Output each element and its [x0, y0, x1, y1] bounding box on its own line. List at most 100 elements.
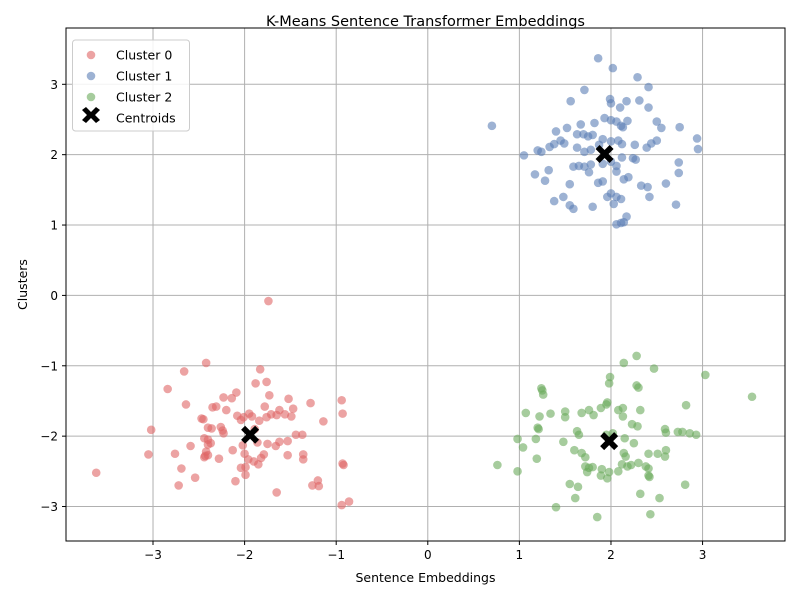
cluster-0-point: [255, 364, 265, 374]
cluster-2-point: [661, 428, 671, 437]
centroid-x-icon: [241, 425, 260, 444]
cluster-0-point: [339, 460, 348, 470]
legend-marker-cluster-0: [86, 50, 96, 60]
cluster-0-point: [207, 424, 216, 433]
cluster-1-point: [675, 122, 684, 132]
x-tick-label: −2: [236, 548, 254, 562]
cluster-2-point: [596, 403, 606, 413]
legend-marker-cluster-1: [86, 71, 96, 81]
cluster-2-point: [653, 449, 662, 459]
x-axis-ticks: −3 −2 −1 0 1 2 3: [144, 541, 706, 562]
y-axis-label: Clusters: [15, 259, 30, 310]
cluster-1-point: [572, 129, 582, 139]
cluster-1-point: [590, 118, 599, 128]
cluster-2-point: [535, 412, 544, 421]
cluster-2-point: [570, 493, 580, 503]
cluster-0-point: [219, 393, 228, 402]
cluster-0-point: [214, 454, 224, 463]
cluster-2-point: [660, 452, 670, 461]
chart-title: K-Means Sentence Transformer Embeddings: [266, 14, 585, 30]
cluster-1-point: [569, 204, 578, 214]
cluster-2-point: [588, 462, 597, 472]
cluster-1-point: [606, 98, 616, 108]
cluster-0-point: [288, 404, 298, 414]
y-tick-label: 0: [50, 289, 58, 303]
cluster-0-point: [254, 416, 264, 425]
cluster-2-point: [581, 452, 590, 462]
cluster-2-point: [532, 454, 542, 463]
cluster-0-point: [337, 395, 346, 405]
cluster-2-point: [661, 445, 671, 455]
y-tick-label: −3: [40, 500, 58, 514]
cluster-0-point: [221, 405, 231, 415]
cluster-0-point: [260, 402, 270, 411]
cluster-0-point: [313, 476, 323, 485]
cluster-1-point: [549, 196, 559, 206]
cluster-0-point: [284, 394, 293, 404]
cluster-2-point: [633, 421, 642, 431]
cluster-1-point: [487, 121, 497, 131]
cluster-0-point: [200, 451, 210, 461]
cluster-2-point: [513, 434, 522, 444]
data-points: [91, 53, 757, 522]
cluster-1-point: [559, 139, 569, 148]
cluster-1-point: [652, 117, 662, 126]
cluster-1-point: [645, 192, 654, 202]
cluster-2-point: [604, 379, 614, 388]
cluster-2-point: [493, 460, 502, 470]
cluster-0-point: [306, 398, 315, 408]
cluster-1-point: [530, 170, 540, 179]
cluster-0-point: [199, 414, 208, 424]
cluster-0-point: [201, 358, 211, 368]
cluster-1-point: [537, 147, 546, 157]
cluster-0-point: [287, 412, 296, 421]
x-tick-label: 3: [699, 548, 707, 562]
cluster-2-point: [635, 489, 645, 499]
cluster-1-point: [519, 151, 529, 160]
cluster-0-point: [344, 497, 354, 506]
cluster-0-point: [174, 481, 183, 490]
plot-area-frame: [65, 27, 786, 542]
cluster-1-point: [565, 179, 575, 189]
cluster-0-point: [211, 402, 221, 411]
cluster-2-point: [577, 408, 586, 418]
cluster-0-point: [338, 409, 347, 418]
cluster-2-point: [605, 372, 615, 382]
cluster-1-point: [572, 143, 582, 152]
cluster-1-point: [643, 182, 652, 192]
cluster-2-point: [678, 427, 687, 437]
cluster-1-point: [576, 120, 586, 129]
cluster-1-point: [598, 177, 608, 186]
cluster-2-point: [655, 493, 664, 503]
cluster-1-point: [657, 123, 666, 133]
cluster-0-point: [170, 449, 180, 459]
x-tick-label: 1: [516, 548, 524, 562]
cluster-1-point: [612, 167, 621, 176]
cluster-0-point: [283, 450, 292, 460]
cluster-2-point: [618, 412, 628, 421]
cluster-1-point: [617, 153, 627, 162]
cluster-0-point: [283, 436, 292, 446]
x-tick-label: 0: [424, 548, 432, 562]
cluster-2-point: [691, 430, 701, 440]
cluster-0-point: [181, 400, 191, 409]
legend-box: [72, 39, 190, 132]
y-tick-label: 2: [50, 148, 58, 162]
cluster-1-point: [630, 140, 640, 150]
cluster-2-point: [513, 467, 522, 476]
cluster-2-point: [534, 424, 543, 434]
cluster-2-point: [551, 502, 561, 512]
cluster-1-point: [674, 158, 684, 167]
cluster-0-point: [254, 459, 263, 469]
legend: Cluster 0 Cluster 1 Cluster 2 Centroids: [72, 39, 190, 132]
x-axis-label: Sentence Embeddings: [355, 570, 495, 585]
cluster-1-point: [566, 96, 575, 106]
legend-label-cluster-1: Cluster 1: [116, 69, 172, 84]
cluster-1-point: [544, 165, 553, 175]
cluster-0-point: [186, 441, 195, 451]
cluster-2-point: [582, 467, 592, 477]
cluster-0-point: [228, 445, 237, 455]
cluster-2-point: [680, 480, 690, 490]
cluster-1-point: [661, 179, 671, 188]
cluster-0-point: [319, 417, 328, 426]
